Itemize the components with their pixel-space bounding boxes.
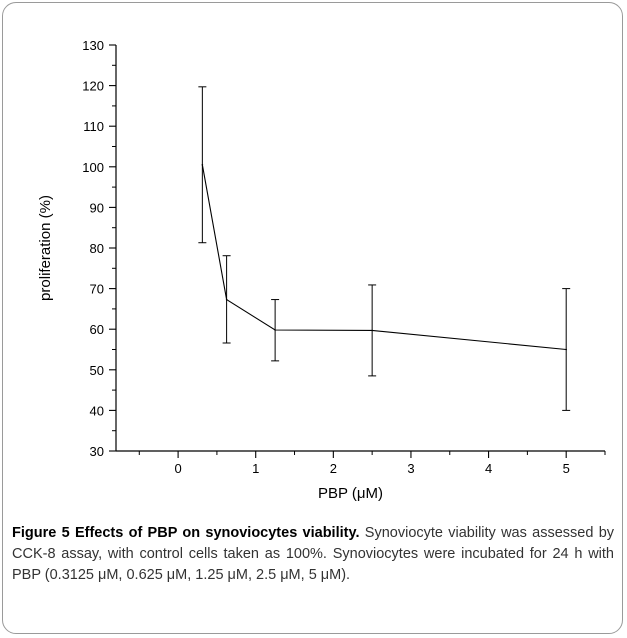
data-point [274, 329, 276, 331]
x-tick-label: 3 [407, 461, 414, 476]
y-tick-label: 90 [90, 200, 104, 215]
figure-label: Figure 5 [12, 525, 70, 541]
figure-title: Effects of PBP on synoviocytes viability [74, 525, 356, 541]
figure-caption-text: Synoviocyte viability was assessed by CC… [12, 525, 615, 583]
y-tick-label: 60 [90, 322, 104, 337]
x-tick-label: 1 [252, 461, 259, 476]
y-tick-label: 30 [90, 444, 104, 459]
y-axis-label: proliferation (%) [37, 195, 54, 301]
chart-axes: 30 40 50 60 70 80 90 100 110 120 130 0 1 2 3 4 5 [82, 38, 606, 476]
data-point [225, 298, 228, 301]
x-tick-label: 5 [563, 461, 570, 476]
y-tick-label: 110 [83, 119, 104, 134]
y-tick-label: 100 [82, 160, 104, 175]
chart-marks [198, 86, 571, 411]
y-tick-label: 80 [90, 241, 104, 256]
y-tick-label: 50 [90, 363, 104, 378]
x-tick-label: 0 [174, 461, 181, 476]
y-tick-label: 40 [90, 403, 104, 418]
data-point [565, 348, 567, 351]
y-tick-label: 70 [90, 282, 104, 297]
data-point [371, 329, 373, 332]
data-point [201, 163, 204, 166]
x-tick-label: 2 [330, 461, 337, 476]
x-axis-label: PBP (μM) [318, 485, 383, 502]
x-tick-label: 4 [485, 461, 492, 476]
line-chart: 30 40 50 60 70 80 90 100 110 120 130 0 1 2 3 4 5 PBP (μM… [37, 38, 606, 502]
y-tick-label: 120 [82, 79, 104, 94]
y-tick-label: 130 [82, 38, 104, 53]
data-line [201, 164, 567, 351]
figure-caption: Figure 5 Effects of PBP on synoviocytes … [12, 525, 615, 583]
